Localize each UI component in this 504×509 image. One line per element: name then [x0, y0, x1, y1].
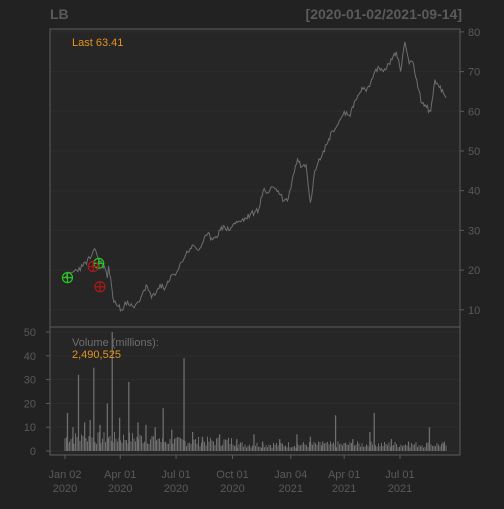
- x-tick-label: Jan 04: [274, 469, 307, 481]
- volume-label: Volume (millions):: [72, 337, 159, 349]
- volume-tick-label: 0: [30, 446, 36, 458]
- price-tick-label: 10: [468, 305, 480, 317]
- volume-tick-label: 50: [24, 327, 36, 339]
- date-range: [2020-01-02/2021-09-14]: [305, 6, 462, 22]
- price-tick-label: 50: [468, 146, 480, 158]
- x-tick-label: Jul 01: [161, 469, 190, 481]
- volume-tick-label: 40: [24, 351, 36, 363]
- last-price-value: 63.41: [95, 37, 124, 49]
- trade-markers: [61, 257, 106, 293]
- x-tick-label: 2021: [279, 483, 303, 495]
- x-tick-label: 2020: [220, 483, 244, 495]
- volume-tick-label: 10: [24, 422, 36, 434]
- price-tick-label: 30: [468, 225, 480, 237]
- price-series: [64, 41, 447, 312]
- x-tick-label: Oct 01: [216, 469, 248, 481]
- last-price-label: Last 63.41: [72, 37, 123, 49]
- x-tick-label: Jan 02: [48, 469, 81, 481]
- axis-labels: 10 20 30 40 50 60 70 80 0 10 20 30 40 50 Jan 02 2020 Apr…: [24, 27, 481, 495]
- sell-marker: [87, 260, 99, 273]
- price-tick-label: 70: [468, 67, 480, 79]
- x-tick-label: 2020: [108, 483, 132, 495]
- price-tick-label: 20: [468, 265, 480, 277]
- last-price-prefix: Last: [72, 37, 93, 49]
- price-tick-label: 60: [468, 106, 480, 118]
- volume-tick-label: 20: [24, 398, 36, 410]
- x-tick-label: 2020: [164, 483, 188, 495]
- x-tick-label: 2020: [53, 483, 77, 495]
- price-tick-label: 40: [468, 186, 480, 198]
- sell-marker: [94, 281, 106, 293]
- volume-tick-label: 30: [24, 375, 36, 387]
- price-panel: [50, 29, 460, 327]
- price-tick-label: 80: [468, 27, 480, 39]
- volume-panel-frame: [49, 326, 461, 456]
- buy-marker: [61, 272, 74, 284]
- x-tick-label: Apr 01: [328, 469, 360, 481]
- x-tick-label: Apr 01: [104, 469, 136, 481]
- grid-lines: [50, 31, 460, 452]
- volume-panel: [50, 327, 460, 455]
- price-line: [64, 41, 447, 312]
- x-tick-label: 2021: [388, 483, 412, 495]
- x-tick-label: 2021: [332, 483, 356, 495]
- x-tick-label: Jul 01: [385, 469, 414, 481]
- volume-bars: [64, 332, 447, 451]
- volume-value: 2,490,525: [72, 349, 121, 361]
- chart-title: LB: [50, 6, 69, 22]
